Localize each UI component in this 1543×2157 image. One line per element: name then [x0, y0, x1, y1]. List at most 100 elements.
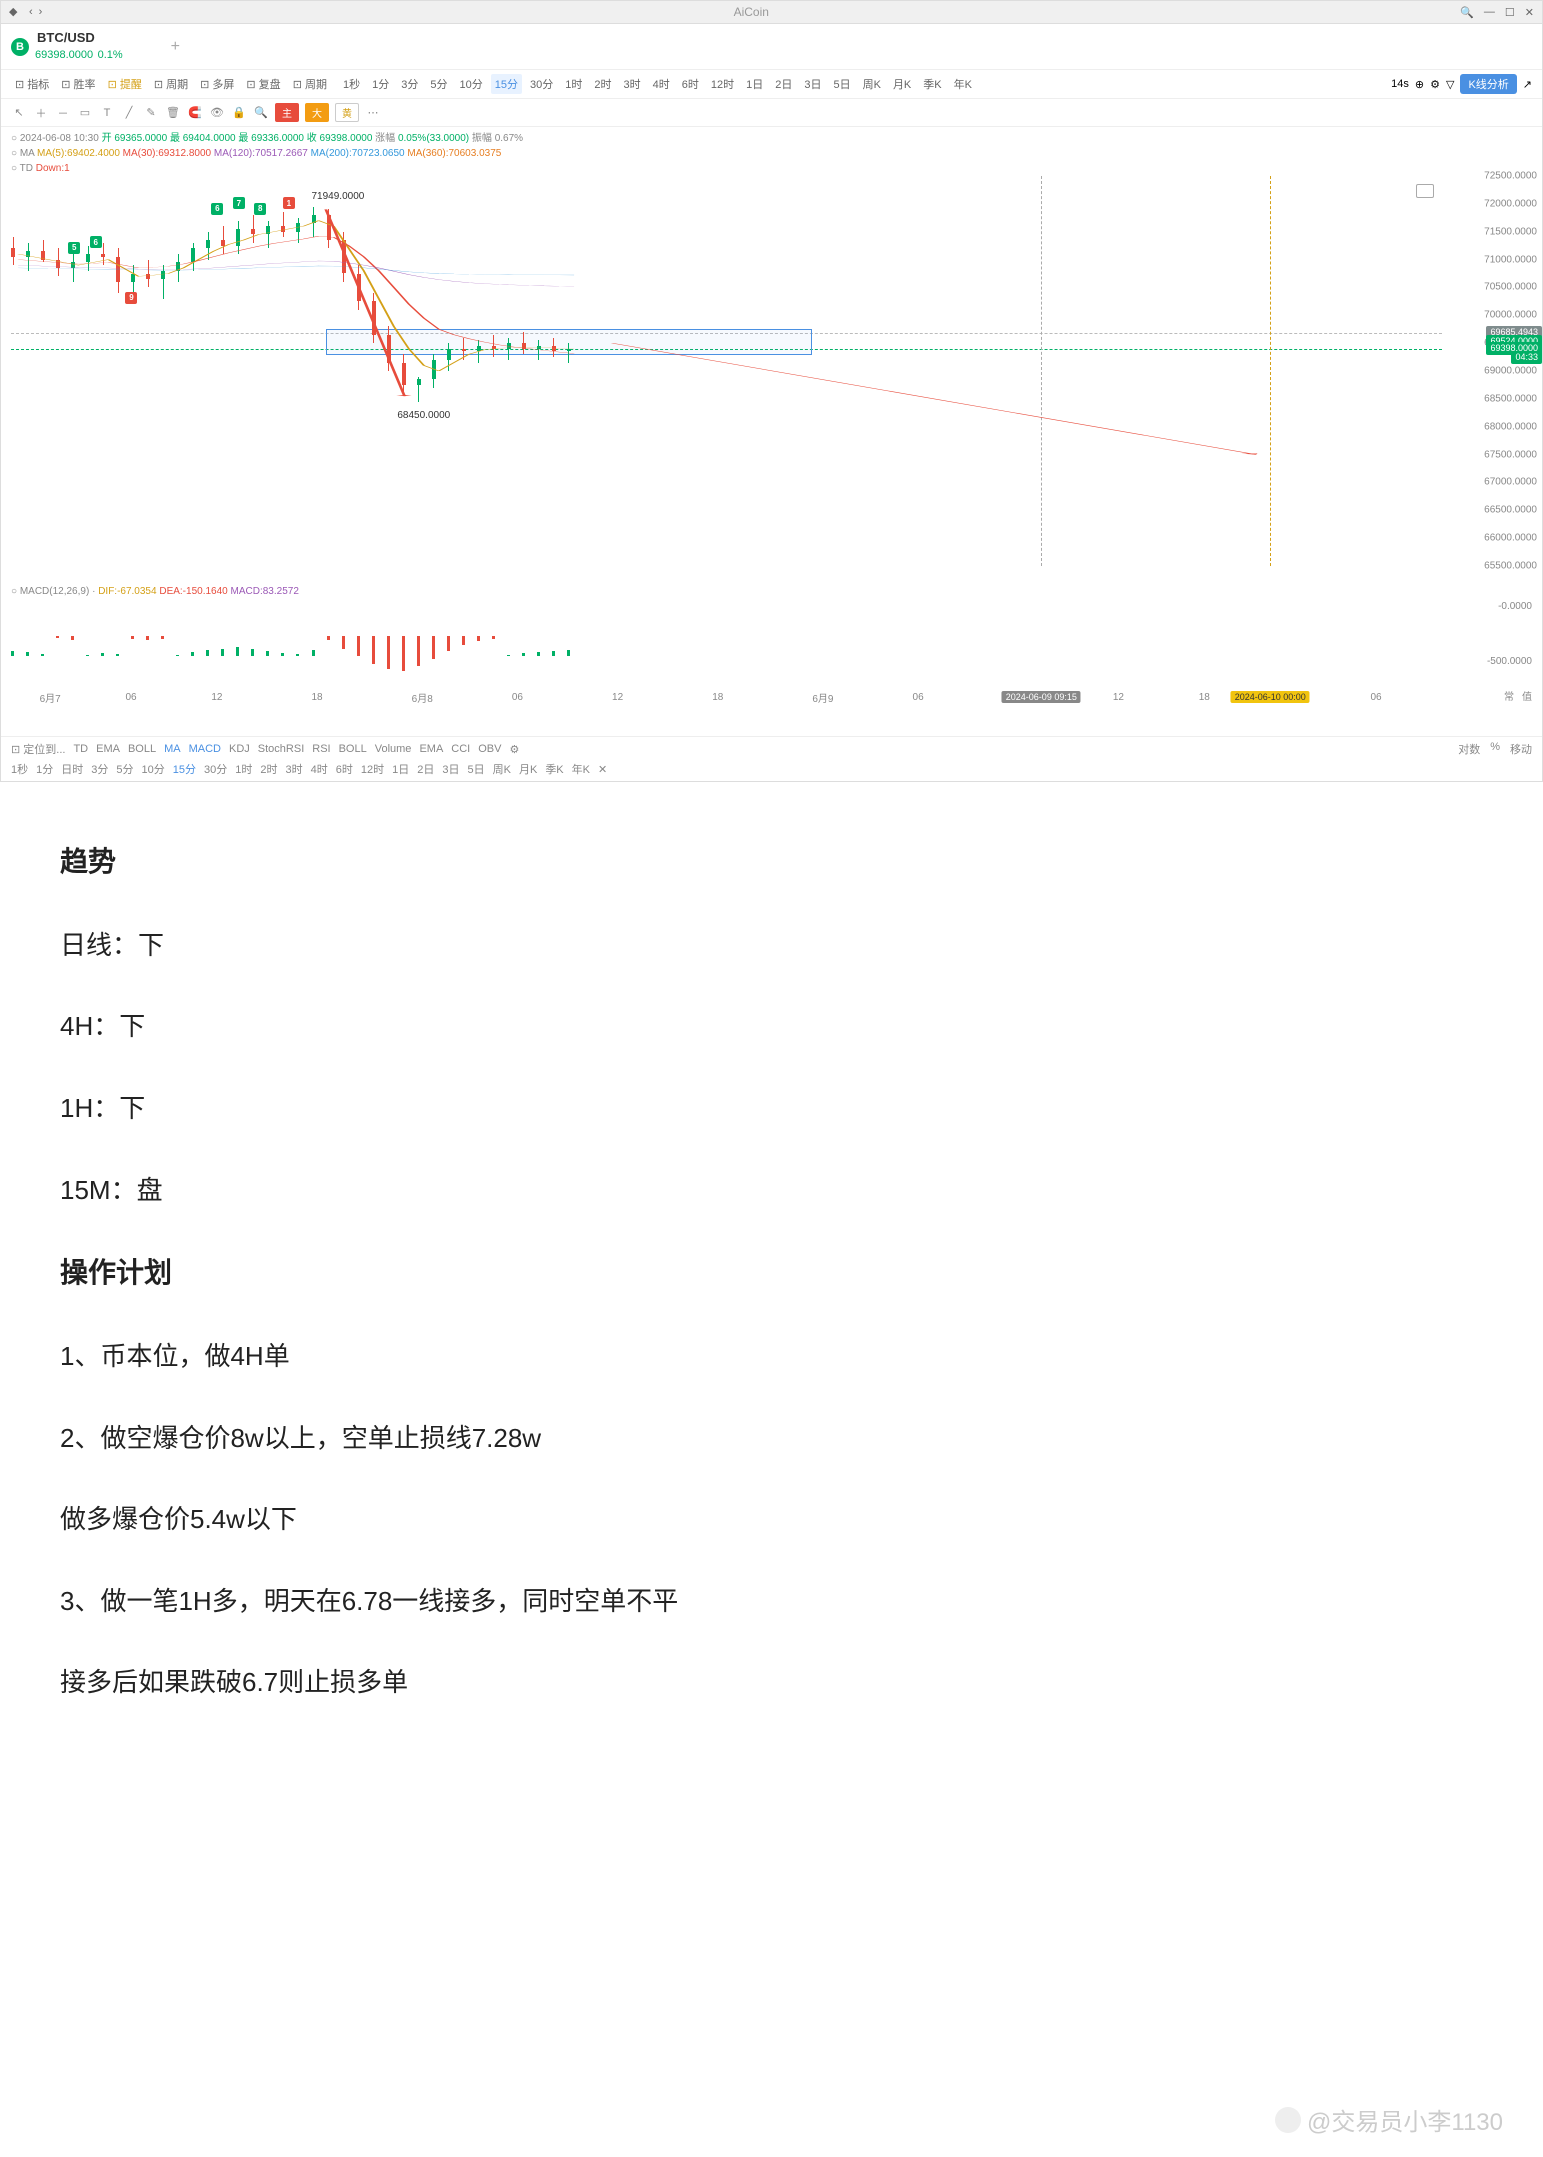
tf2-1时[interactable]: 1时 — [235, 761, 252, 777]
tf-1日[interactable]: 1日 — [742, 74, 767, 94]
back-icon[interactable]: ‹ — [29, 6, 33, 18]
tf-2日[interactable]: 2日 — [771, 74, 796, 94]
share-icon[interactable]: ↗ — [1523, 78, 1532, 91]
huang-btn[interactable]: 黄 — [335, 103, 359, 122]
tf-年K[interactable]: 年K — [950, 74, 976, 94]
tf2-4时[interactable]: 4时 — [311, 761, 328, 777]
tf-5日[interactable]: 5日 — [829, 74, 854, 94]
tf-close-icon[interactable]: ✕ — [598, 763, 607, 776]
tf2-3时[interactable]: 3时 — [286, 761, 303, 777]
tf-12时[interactable]: 12时 — [707, 74, 738, 94]
tf-1时[interactable]: 1时 — [561, 74, 586, 94]
indicator-BOLL[interactable]: BOLL — [128, 743, 156, 755]
chart-area[interactable]: 71949.000068450.00005696781 72500.000072… — [1, 176, 1542, 736]
indicator-CCI[interactable]: CCI — [451, 743, 470, 755]
crosshair-icon[interactable]: ⊕ — [1415, 78, 1424, 91]
toolbar-周期[interactable]: ⊡ 周期 — [289, 74, 331, 94]
price-chart[interactable]: 71949.000068450.00005696781 — [11, 176, 1442, 566]
tf2-5分[interactable]: 5分 — [116, 761, 133, 777]
toolbar-指标[interactable]: ⊡ 指标 — [11, 74, 53, 94]
tf2-日时[interactable]: 日时 — [61, 761, 83, 777]
indicator-OBV[interactable]: OBV — [478, 743, 501, 755]
tf-1分[interactable]: 1分 — [368, 74, 393, 94]
hide-icon[interactable]: 👁 — [209, 105, 225, 121]
tf-6时[interactable]: 6时 — [678, 74, 703, 94]
toolbar-提醒[interactable]: ⊡ 提醒 — [104, 74, 146, 94]
indicator-Volume[interactable]: Volume — [375, 743, 412, 755]
trash-icon[interactable]: 🗑 — [165, 105, 181, 121]
tf2-10分[interactable]: 10分 — [142, 761, 165, 777]
close-icon[interactable]: ✕ — [1525, 6, 1534, 19]
indicator-StochRSI[interactable]: StochRSI — [258, 743, 304, 755]
view-对数[interactable]: 对数 — [1458, 741, 1480, 757]
toolbar-周期[interactable]: ⊡ 周期 — [150, 74, 192, 94]
pencil-icon[interactable]: ✎ — [143, 105, 159, 121]
tf-月K[interactable]: 月K — [889, 74, 915, 94]
tf2-3分[interactable]: 3分 — [91, 761, 108, 777]
search-icon[interactable]: 🔍 — [1460, 6, 1474, 19]
tf2-2时[interactable]: 2时 — [260, 761, 277, 777]
lock-icon[interactable]: 🔒 — [231, 105, 247, 121]
T-icon[interactable]: T — [99, 105, 115, 121]
indicator-settings-icon[interactable]: ⚙ — [509, 743, 519, 756]
big-btn[interactable]: 大 — [305, 103, 329, 122]
tf-5分[interactable]: 5分 — [426, 74, 451, 94]
indicator-KDJ[interactable]: KDJ — [229, 743, 250, 755]
indicator-MACD[interactable]: MACD — [189, 743, 221, 755]
minimize-icon[interactable]: — — [1484, 6, 1495, 18]
symbol-name[interactable]: BTC/USD — [37, 30, 123, 45]
tf-4时[interactable]: 4时 — [649, 74, 674, 94]
zoom-icon[interactable]: 🔍 — [253, 105, 269, 121]
tf-季K[interactable]: 季K — [919, 74, 945, 94]
minus-icon[interactable]: － — [55, 105, 71, 121]
tf2-5日[interactable]: 5日 — [468, 761, 485, 777]
tf-3日[interactable]: 3日 — [800, 74, 825, 94]
toolbar-多屏[interactable]: ⊡ 多屏 — [196, 74, 238, 94]
indicator-RSI[interactable]: RSI — [312, 743, 330, 755]
indicator-BOLL[interactable]: BOLL — [339, 743, 367, 755]
tf-周K[interactable]: 周K — [859, 74, 885, 94]
tf2-季K[interactable]: 季K — [545, 761, 563, 777]
tf2-周K[interactable]: 周K — [493, 761, 511, 777]
plus-icon[interactable]: ＋ — [33, 105, 49, 121]
view-%[interactable]: % — [1490, 741, 1500, 757]
tf2-12时[interactable]: 12时 — [361, 761, 384, 777]
xaxis-mode[interactable]: 值 — [1522, 688, 1532, 703]
main-btn[interactable]: 主 — [275, 103, 299, 122]
tf2-月K[interactable]: 月K — [519, 761, 537, 777]
tf2-3日[interactable]: 3日 — [442, 761, 459, 777]
kline-analysis-button[interactable]: K线分析 — [1460, 74, 1516, 94]
tf-30分[interactable]: 30分 — [526, 74, 557, 94]
tf-1秒[interactable]: 1秒 — [339, 74, 364, 94]
toolbar-胜率[interactable]: ⊡ 胜率 — [57, 74, 99, 94]
more-icon[interactable]: ⋯ — [365, 105, 381, 121]
screenshot-icon[interactable] — [1416, 184, 1434, 198]
rect-icon[interactable]: ▭ — [77, 105, 93, 121]
pointer-icon[interactable]: ↖ — [11, 105, 27, 121]
indicator-TD[interactable]: TD — [73, 743, 88, 755]
filter-icon[interactable]: ▽ — [1446, 78, 1454, 91]
indicator-EMA[interactable]: EMA — [419, 743, 443, 755]
tf-3时[interactable]: 3时 — [619, 74, 644, 94]
tf-2时[interactable]: 2时 — [590, 74, 615, 94]
tf2-年K[interactable]: 年K — [572, 761, 590, 777]
tf2-6时[interactable]: 6时 — [336, 761, 353, 777]
indicator-EMA[interactable]: EMA — [96, 743, 120, 755]
maximize-icon[interactable]: ☐ — [1505, 6, 1515, 19]
tf2-15分[interactable]: 15分 — [173, 761, 196, 777]
xaxis-mode[interactable]: 常 — [1504, 688, 1514, 703]
settings-icon[interactable]: ⚙ — [1430, 78, 1440, 91]
tf-15分[interactable]: 15分 — [491, 74, 522, 94]
magnet-icon[interactable]: 🧲 — [187, 105, 203, 121]
tf2-2日[interactable]: 2日 — [417, 761, 434, 777]
view-移动[interactable]: 移动 — [1510, 741, 1532, 757]
ruler-icon[interactable]: ╱ — [121, 105, 137, 121]
tf2-30分[interactable]: 30分 — [204, 761, 227, 777]
macd-panel[interactable]: ○ MACD(12,26,9) · DIF:-67.0354 DEA:-150.… — [11, 586, 1442, 686]
tf2-1秒[interactable]: 1秒 — [11, 761, 28, 777]
tf2-1分[interactable]: 1分 — [36, 761, 53, 777]
indicator-MA[interactable]: MA — [164, 743, 181, 755]
tf-10分[interactable]: 10分 — [455, 74, 486, 94]
add-tab-button[interactable]: + — [171, 38, 180, 56]
tf-3分[interactable]: 3分 — [397, 74, 422, 94]
